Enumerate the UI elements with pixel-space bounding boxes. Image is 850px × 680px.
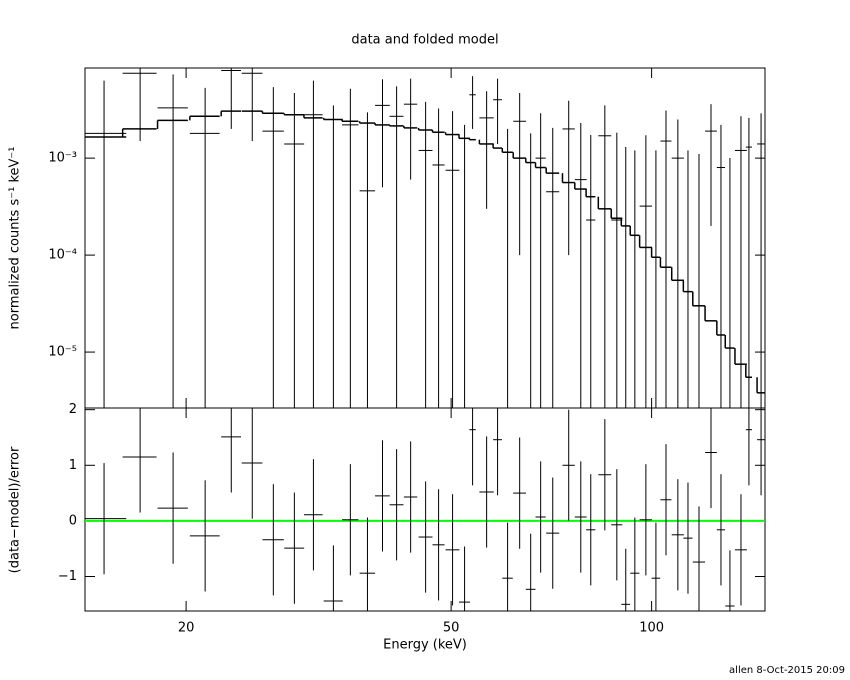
- y-tick-label: 1: [69, 458, 77, 473]
- y-tick-label: 10⁻³: [48, 151, 77, 166]
- y-axis-label: (data−model)/error: [8, 446, 23, 573]
- y-axis-label: normalized counts s⁻¹ keV⁻¹: [8, 147, 23, 330]
- y-tick-label: 0: [69, 513, 77, 528]
- plot-area: [85, 68, 765, 408]
- y-tick-label: −1: [58, 569, 77, 584]
- x-axis-label: Energy (keV): [383, 638, 467, 653]
- x-tick-label: 50: [443, 621, 460, 636]
- plot-frame: [84, 407, 766, 612]
- y-tick-label: 10⁻⁴: [48, 248, 77, 263]
- y-tick-label: 10⁻⁵: [48, 345, 77, 360]
- x-tick-label: 20: [178, 621, 195, 636]
- plot-frame: [84, 67, 766, 409]
- plot-area: [85, 408, 765, 611]
- x-tick-label: 100: [639, 621, 664, 636]
- y-tick-label: 2: [69, 402, 77, 417]
- chart-title: data and folded model: [351, 33, 498, 48]
- footer: allen 8-Oct-2015 20:09: [729, 665, 845, 676]
